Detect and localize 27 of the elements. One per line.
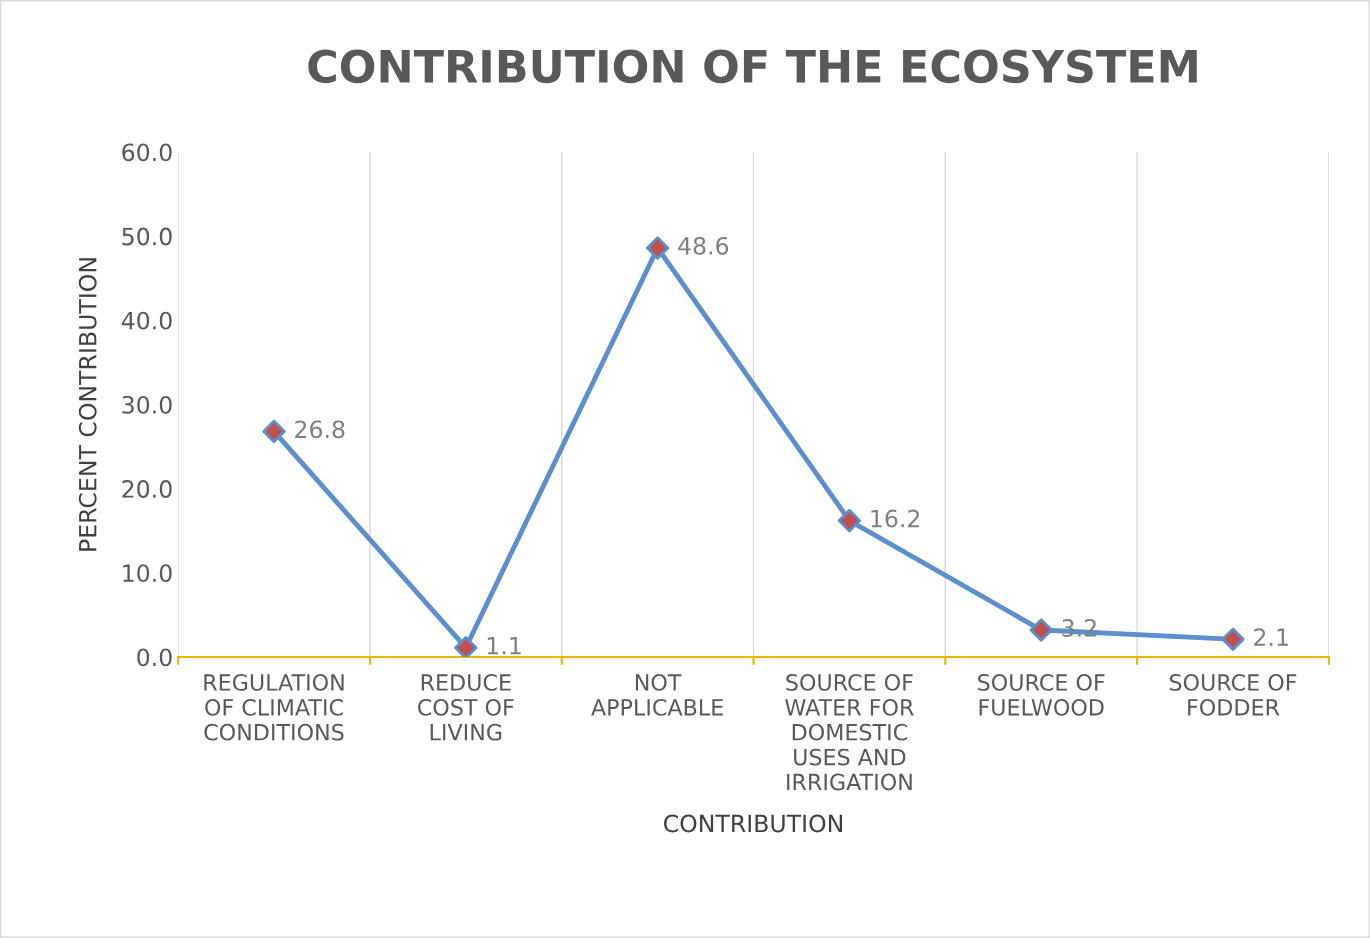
- data-label: 48.6: [678, 236, 729, 255]
- point: [1221, 627, 1245, 651]
- x-axis-title: CONTRIBUTION: [664, 814, 842, 833]
- point: [454, 636, 478, 657]
- data-label: 1.1: [487, 637, 521, 655]
- x-tick-label: REDUCE COST OF LIVING: [418, 674, 514, 741]
- data-label: 16.2: [871, 509, 920, 528]
- point: [262, 419, 286, 444]
- y-axis-title: PERCENT CONTRIBUTION: [78, 258, 97, 551]
- y-tick-label: 50.0: [122, 227, 172, 246]
- y-tick-label: 40.0: [121, 311, 172, 330]
- y-tick-label: 0.0: [137, 648, 172, 667]
- chart-title: CONTRIBUTION OF THE ECOSYSTEM: [308, 49, 1197, 84]
- x-tick-label: SOURCE OF FUELWOOD: [978, 674, 1105, 716]
- y-tick-label: 10.0: [123, 564, 172, 583]
- y-tick-label: 60.0: [122, 143, 172, 162]
- x-tick-label: SOURCE OF FODDER: [1169, 674, 1297, 716]
- x-tick-label: SOURCE OF WATER FOR DOMESTIC USES AND IRRIGATION: [785, 674, 914, 791]
- point: [645, 236, 670, 260]
- data-label: 26.8: [295, 420, 345, 439]
- point: [837, 508, 862, 533]
- point: [1029, 618, 1053, 642]
- y-tick-label: 20.0: [122, 480, 172, 498]
- x-tick-label: NOT APPLICABLE: [591, 674, 723, 716]
- x-tick-label: REGULATION OF CLIMATIC CONDITIONS: [204, 674, 344, 741]
- data-label: 2.1: [1254, 628, 1288, 646]
- y-tick-label: 30.0: [122, 395, 172, 414]
